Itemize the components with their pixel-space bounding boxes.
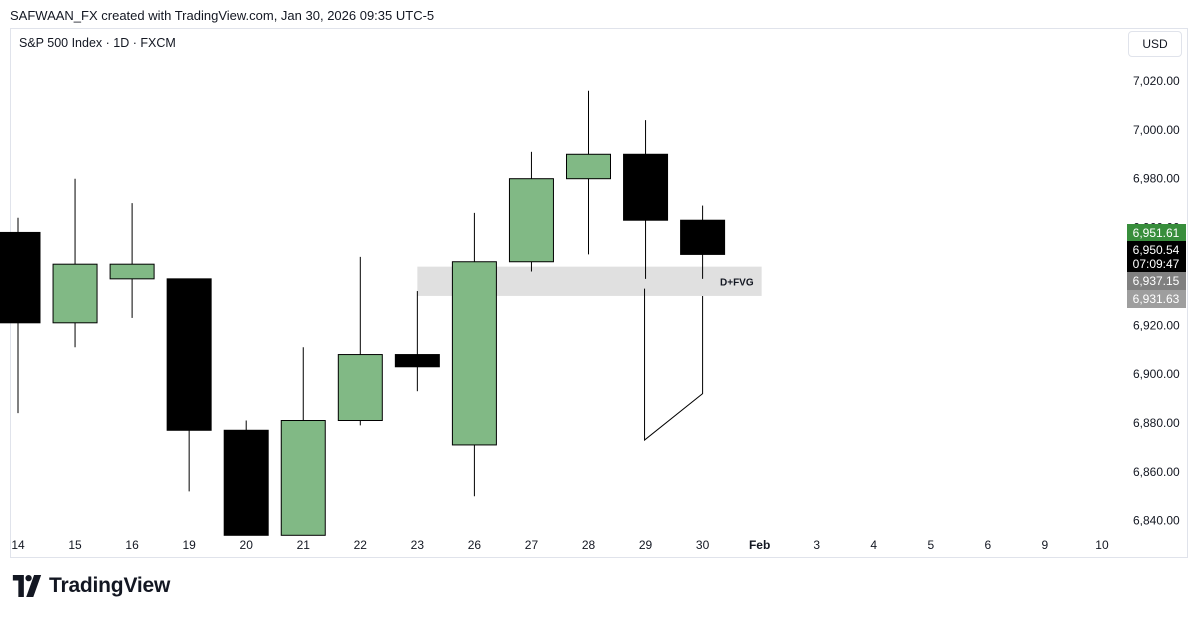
currency-button[interactable]: USD [1128,31,1182,57]
time-tick: 5 [927,538,934,552]
candle-body [680,219,726,255]
candle-body [337,354,383,422]
candle-body [623,153,669,221]
candle-body [0,231,41,324]
time-tick: 6 [985,538,992,552]
time-tick: 29 [639,538,653,552]
time-tick: 14 [11,538,25,552]
time-tick: Feb [749,538,770,552]
candle-body [394,354,440,368]
time-tick: 26 [468,538,482,552]
time-tick: 4 [870,538,877,552]
candle-29 [623,120,669,279]
price-label-box [1127,241,1186,272]
price-label-value: 6,931.63 [1133,292,1180,306]
time-tick: 10 [1095,538,1109,552]
candle-body [52,263,98,324]
time-tick: 20 [240,538,254,552]
price-label: 6,951.61 [1127,224,1186,241]
time-tick: 15 [68,538,82,552]
candle-body [566,153,611,180]
candle-30 [680,205,726,279]
candle-body [451,261,497,446]
time-axis: 14 15 16 19 20 21 22 23 26 27 28 29 30 Feb 3 4 5 6 9 10 [11,538,1109,552]
candle-14 [0,217,41,414]
candle-26 [451,212,497,497]
price-label-value: 6,950.54 [1133,243,1180,257]
time-tick: 23 [411,538,425,552]
candle-20 [223,420,269,536]
candle-body [508,178,554,263]
time-tick: 30 [696,538,710,552]
time-tick: 3 [813,538,820,552]
candle-body [166,278,212,431]
price-tick: 6,900.00 [1133,367,1180,381]
tradingview-logo-text: TradingView [49,574,171,597]
price-tick: 6,880.00 [1133,416,1180,430]
price-label: 6,937.15 [1127,272,1186,290]
price-label-value: 6,951.61 [1133,226,1180,240]
candle-16 [109,203,155,318]
candles-layer [0,90,726,536]
candle-body [280,420,326,536]
candle-body [223,429,269,536]
fvg-zone-label: D+FVG [720,277,754,288]
price-tick: 6,860.00 [1133,465,1180,479]
price-label-box [1127,290,1186,308]
time-tick: 9 [1042,538,1049,552]
tradingview-logo-icon [12,575,42,597]
candle-28 [566,90,611,255]
time-tick: 16 [125,538,139,552]
price-tick: 7,000.00 [1133,123,1180,137]
price-label: 6,931.63 [1127,290,1186,308]
candle-body [109,263,155,280]
price-label-box [1127,272,1186,290]
price-label-countdown: 07:09:47 [1133,257,1180,271]
candle-22 [337,256,383,426]
candle-23 [394,291,440,392]
candle-27 [508,151,554,272]
time-tick: 21 [297,538,311,552]
candle-19 [166,278,212,492]
price-tick: 6,920.00 [1133,318,1180,332]
annotation-layer [644,288,704,442]
chart-created-line: SAFWAAN_FX created with TradingView.com,… [10,8,435,23]
time-tick: 22 [354,538,368,552]
time-tick: 27 [525,538,539,552]
price-tick: 6,980.00 [1133,172,1180,186]
tradingview-logo[interactable]: TradingView [11,574,170,598]
price-tick: 6,840.00 [1133,514,1180,528]
time-tick: 19 [182,538,196,552]
price-label-value: 6,937.15 [1133,274,1180,288]
price-label-box [1127,224,1186,241]
candle-21 [280,347,326,536]
candle-15 [52,178,98,348]
price-tick: 7,020.00 [1133,74,1180,88]
symbol-title: S&P 500 Index · 1D · FXCM [19,36,176,50]
time-tick: 28 [582,538,596,552]
annotation-line [644,288,704,442]
